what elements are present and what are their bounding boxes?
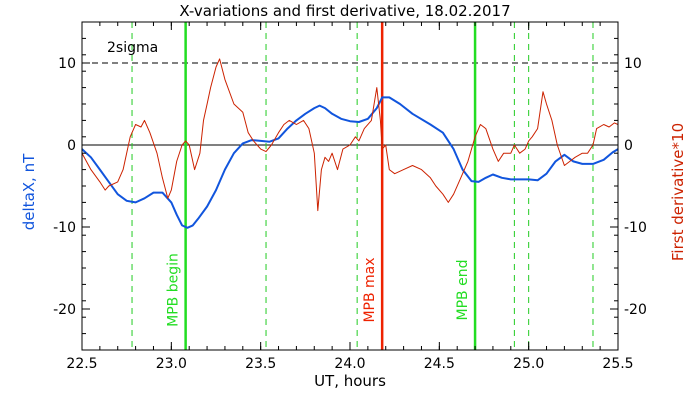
- y-tick-label-left-1: -10: [53, 220, 76, 236]
- series-line-1: [81, 58, 619, 212]
- series-layer: [81, 58, 619, 229]
- y-tick-label-right-0: -20: [624, 302, 647, 318]
- x-tick-label-0: 22.5: [66, 356, 97, 372]
- marker-label-5: MPB end: [455, 260, 471, 321]
- y-axis-label-right: First derivative*10: [669, 123, 687, 261]
- annotation-2sigma: 2sigma: [107, 40, 158, 56]
- x-tick-label-1: 23.0: [156, 356, 187, 372]
- x-tick-label-3: 24.0: [334, 356, 365, 372]
- y-tick-label-left-2: 0: [67, 138, 76, 154]
- vertical-markers: MPB begin MPB max MPB end: [131, 22, 594, 350]
- x-axis-label: UT, hours: [314, 372, 386, 390]
- chart-title: X-variations and first derivative, 18.02…: [179, 2, 510, 20]
- marker-label-1: MPB begin: [166, 253, 182, 327]
- y-tick-label-right-3: 10: [624, 56, 642, 72]
- x-tick-label-4: 24.5: [424, 356, 455, 372]
- x-tick-label-5: 25.0: [513, 356, 544, 372]
- reference-lines: [82, 62, 618, 146]
- x-tick-label-2: 23.5: [245, 356, 276, 372]
- y-tick-label-right-2: 0: [624, 138, 633, 154]
- y-tick-label-left-3: 10: [58, 56, 76, 72]
- series-line-0: [81, 96, 619, 229]
- x-ticks: 22.5 23.0 23.5 24.0 24.5 25.0 25.5: [66, 22, 634, 372]
- y-tick-label-left-0: -20: [53, 302, 76, 318]
- y-tick-label-right-1: -10: [624, 220, 647, 236]
- y-axis-label-left: deltaX, nT: [20, 153, 38, 230]
- marker-label-4: MPB max: [362, 257, 378, 322]
- plot-frame: [81, 21, 619, 351]
- y-ticks: -20 -20 -10 -10 0 0 10 10: [53, 21, 647, 351]
- x-tick-label-6: 25.5: [602, 356, 633, 372]
